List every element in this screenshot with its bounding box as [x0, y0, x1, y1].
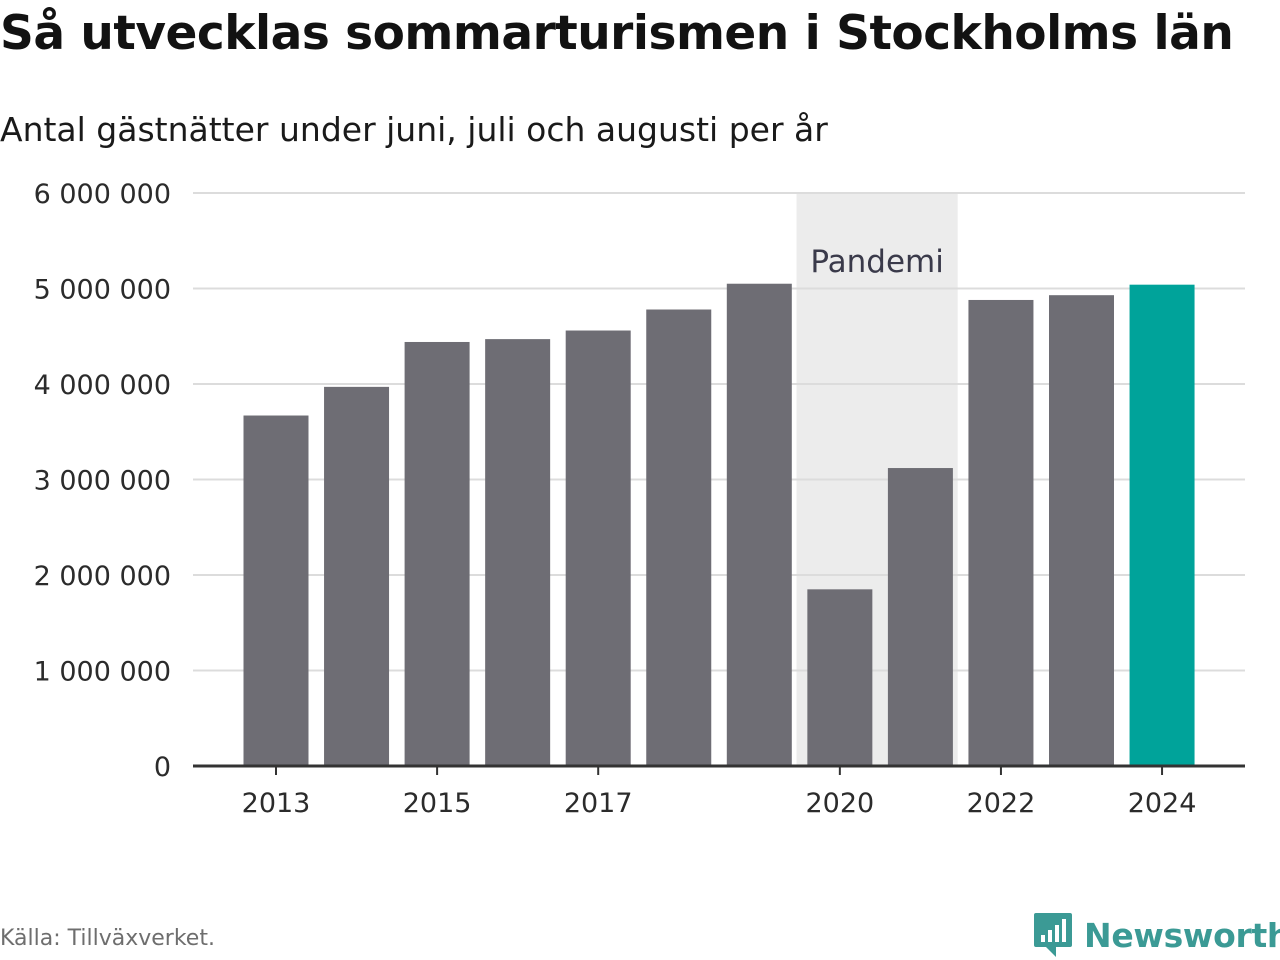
- y-tick-label: 4 000 000: [34, 370, 171, 401]
- bar-2014: [324, 386, 390, 766]
- y-tick-label: 3 000 000: [34, 466, 171, 497]
- brand-logo: Newsworthy: [1032, 910, 1280, 960]
- y-tick-label: 2 000 000: [34, 561, 171, 592]
- chart-title: Så utvecklas sommarturismen i Stockholms…: [0, 6, 1234, 61]
- bar-chart: 0 1 000 000 2 000 000 3 000 000 4 000 000 5 0…: [34, 179, 1245, 819]
- x-tick-label: 2022: [967, 788, 1036, 819]
- x-tick-label: 2013: [242, 788, 311, 819]
- y-tick-label: 0: [154, 752, 171, 783]
- pandemic-annotation-label: Pandemi: [810, 244, 944, 280]
- x-tick-label: 2024: [1128, 788, 1197, 819]
- bar-2017: [565, 330, 631, 766]
- bar-2024: [1129, 284, 1195, 766]
- annotations: Pandemi: [810, 244, 944, 280]
- x-tick-label: 2015: [403, 788, 472, 819]
- bars: [243, 283, 1195, 766]
- y-tick-label: 5 000 000: [34, 275, 171, 306]
- bar-2020: [807, 589, 873, 766]
- bar-2023: [1049, 295, 1114, 766]
- y-tick-label: 6 000 000: [34, 179, 171, 210]
- bar-2021: [887, 468, 953, 766]
- chart-subtitle: Antal gästnätter under juni, juli och au…: [0, 110, 828, 149]
- bar-2013: [243, 415, 309, 766]
- bar-2016: [485, 339, 551, 766]
- newsworthy-logo-icon: [1034, 913, 1072, 957]
- bar-2018: [646, 309, 712, 766]
- bar-2022: [968, 299, 1034, 766]
- brand-name: Newsworthy: [1084, 915, 1280, 955]
- x-tick-label: 2020: [805, 788, 874, 819]
- y-axis-tick-labels: 0 1 000 000 2 000 000 3 000 000 4 000 000 5 0…: [34, 179, 171, 783]
- source-note: Källa: Tillväxverket.: [0, 926, 215, 951]
- x-axis-tick-labels: 2013 2015 2017 2020 2022 2024: [242, 788, 1197, 819]
- x-tick-label: 2017: [564, 788, 633, 819]
- y-tick-label: 1 000 000: [34, 657, 171, 688]
- x-axis: [193, 764, 1245, 775]
- bar-2015: [404, 341, 470, 766]
- bar-2019: [726, 283, 792, 766]
